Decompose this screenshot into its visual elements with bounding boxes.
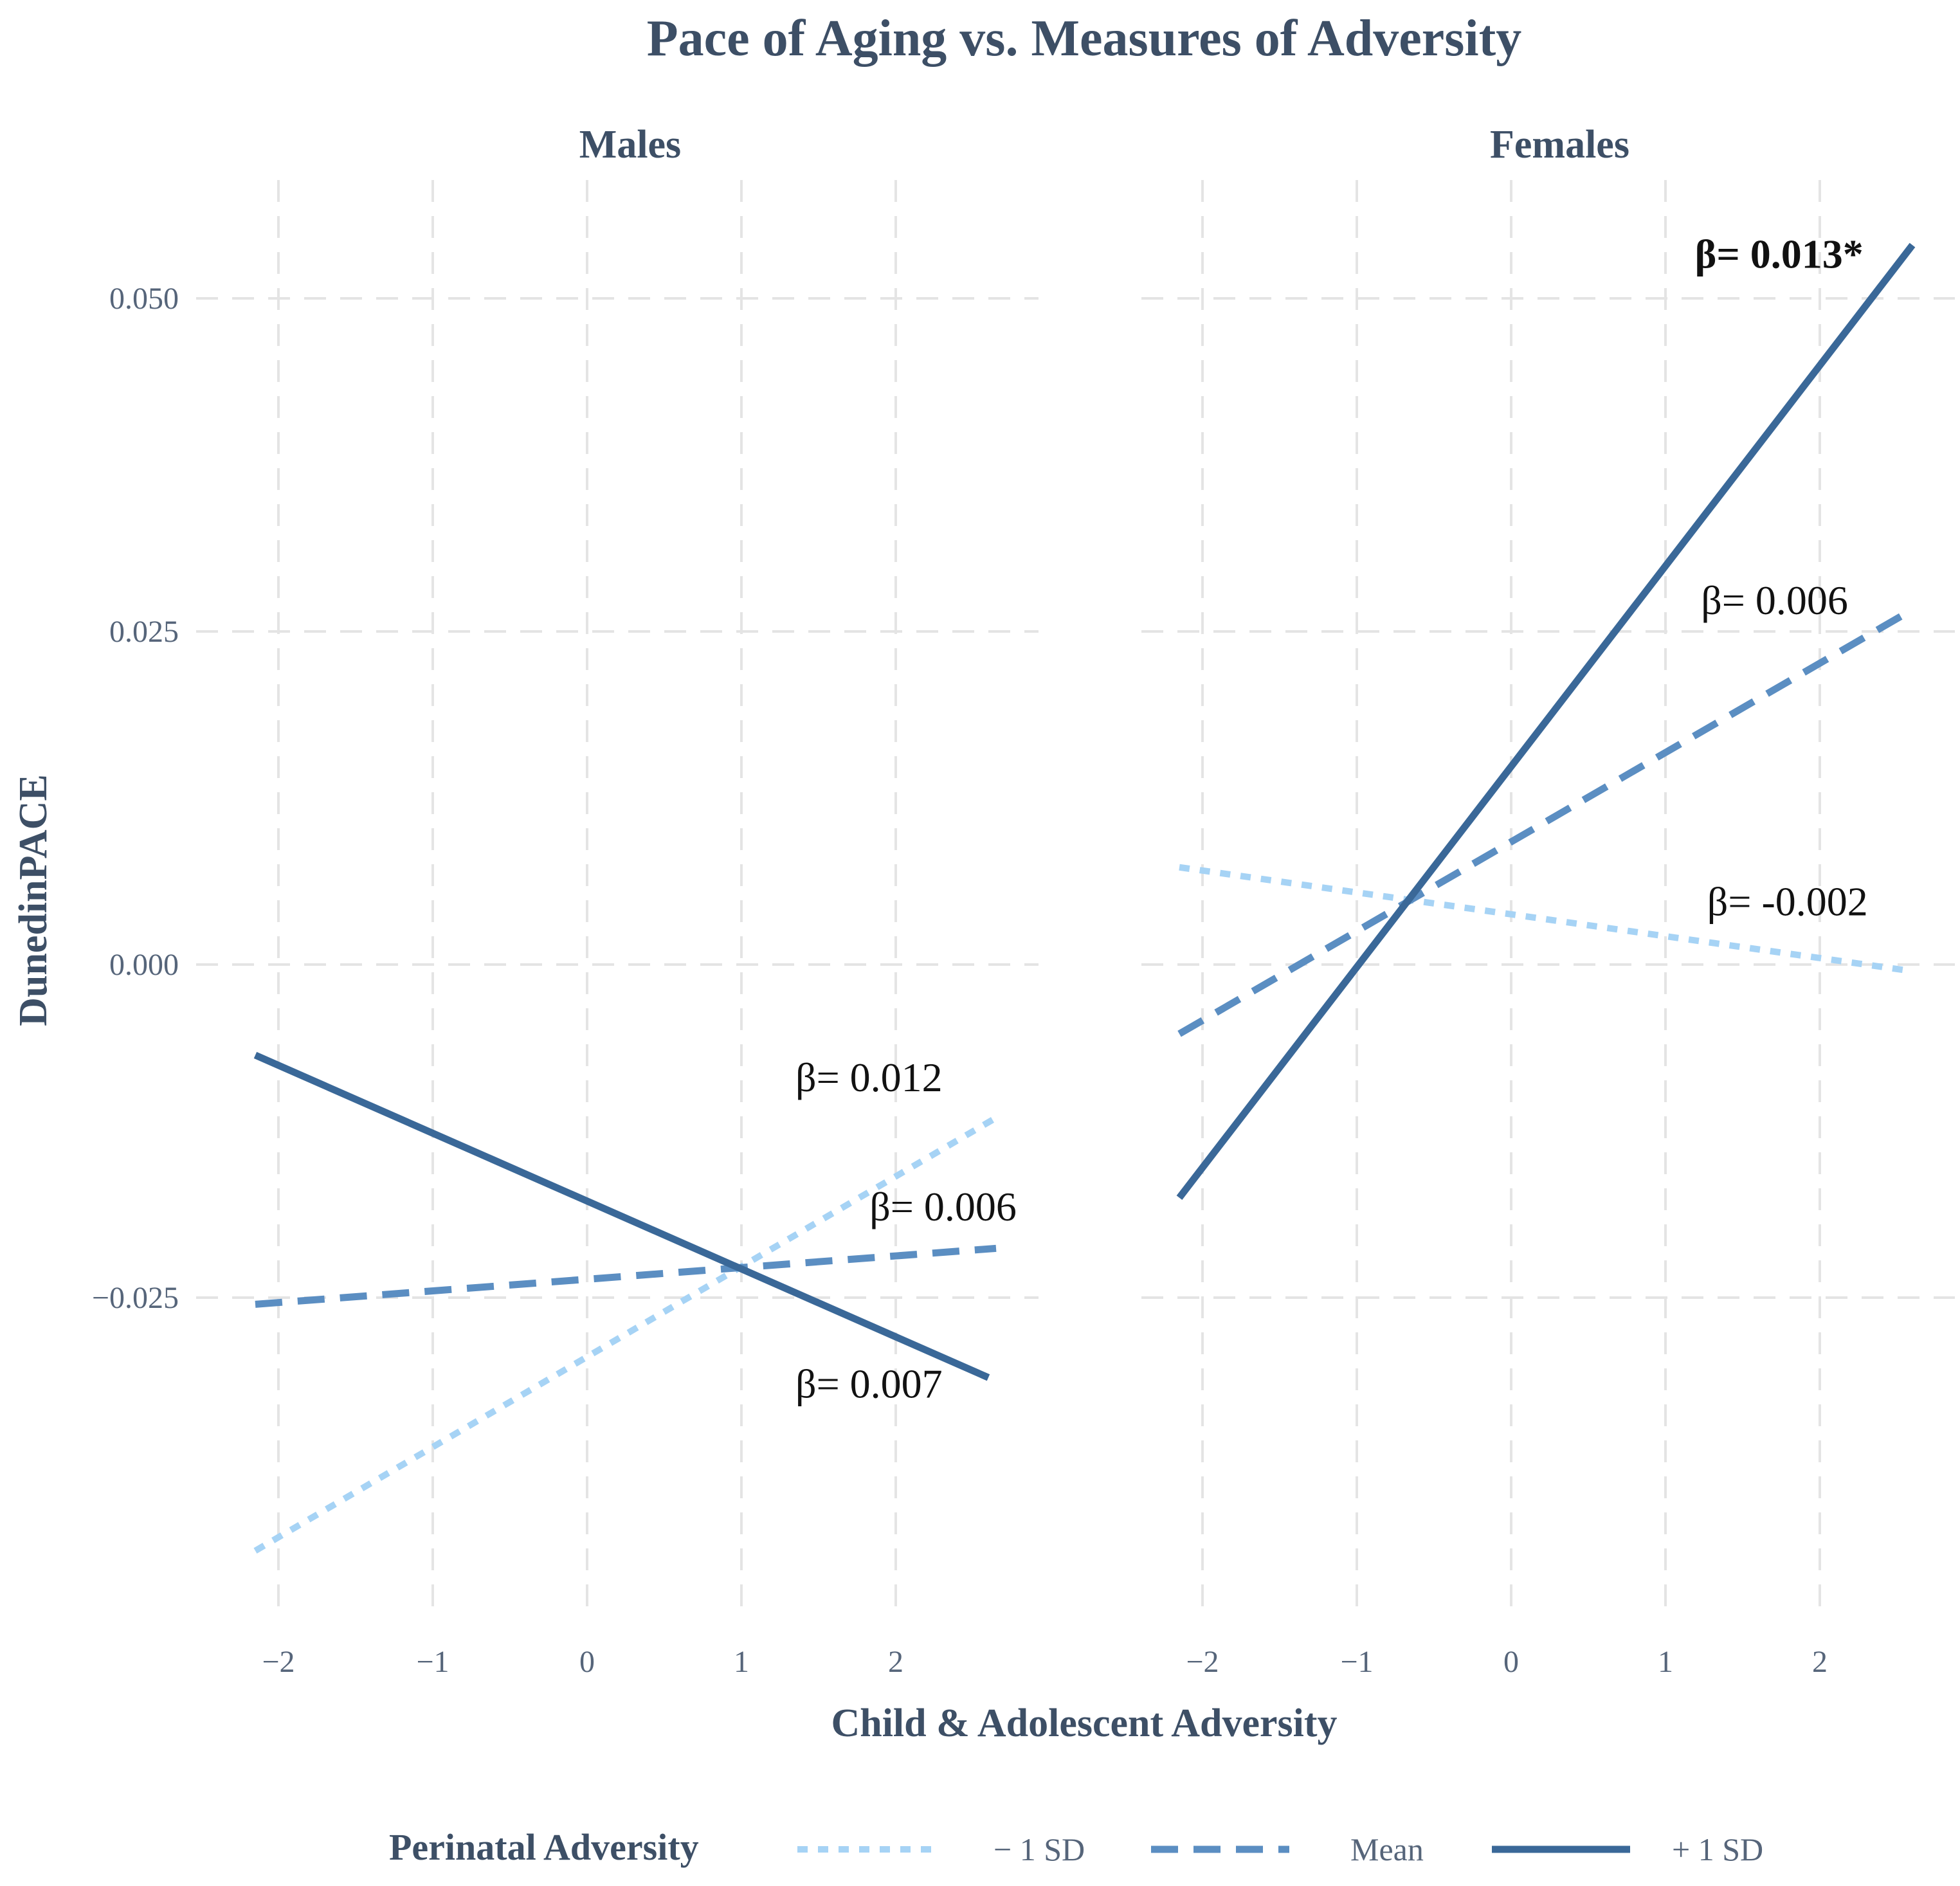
x-tick-label: 2 [888, 1645, 903, 1679]
x-tick-label: 1 [734, 1645, 749, 1679]
legend-label: Mean [1350, 1831, 1424, 1867]
series-line-dashed [1177, 611, 1907, 1037]
x-axis-title: Child & Adolescent Adversity [831, 1701, 1337, 1745]
beta-annotation: β= 0.012 [795, 1055, 943, 1100]
facet-label: Females [1490, 123, 1629, 167]
x-tick-label: 0 [1503, 1645, 1519, 1679]
y-tick-label: 0.025 [109, 615, 179, 649]
legend-title: Perinatal Adversity [389, 1826, 699, 1868]
x-tick-label: −2 [1186, 1645, 1219, 1679]
y-tick-label: 0.000 [109, 948, 179, 982]
legend: Perinatal Adversity − 1 SD Mean + 1 SD [389, 1826, 1763, 1868]
y-tick-label: −0.025 [92, 1281, 179, 1315]
legend-label: + 1 SD [1672, 1831, 1763, 1867]
panel-females: Females −2 −1 0 1 2 β= -0.002 β= 0.006 β= 0.013* [1141, 123, 1955, 1679]
x-tick-label: 0 [579, 1645, 595, 1679]
panels: Males −2 −1 0 1 2 β= 0.012 β= 0.006 β= 0.007 Fema… [196, 123, 1955, 1679]
panel-males: Males −2 −1 0 1 2 β= 0.012 β= 0.006 β= 0.007 [196, 123, 1039, 1679]
legend-label: − 1 SD [994, 1831, 1085, 1867]
x-tick-label: 1 [1658, 1645, 1673, 1679]
chart-title: Pace of Aging vs. Measures of Adversity [647, 10, 1522, 67]
beta-annotation: β= 0.006 [1701, 577, 1848, 623]
facet-label: Males [579, 123, 681, 167]
series-line-solid [253, 1051, 990, 1381]
y-axis-title: DunedinPACE [12, 774, 55, 1026]
x-tick-label: −1 [416, 1645, 449, 1679]
x-tick-label: −1 [1340, 1645, 1373, 1679]
x-tick-label: 2 [1812, 1645, 1828, 1679]
series-line-dashed [255, 1244, 997, 1308]
y-axis-ticks: −0.025 0.000 0.025 0.050 [92, 282, 179, 1315]
beta-annotation: β= -0.002 [1707, 878, 1868, 924]
x-tick-label: −2 [262, 1645, 295, 1679]
beta-annotation: β= 0.006 [869, 1184, 1017, 1229]
beta-annotation: β= 0.013* [1695, 231, 1864, 277]
legend-entries: − 1 SD Mean + 1 SD [797, 1831, 1763, 1867]
y-tick-label: 0.050 [109, 282, 179, 316]
beta-annotation: β= 0.007 [795, 1361, 943, 1406]
series-line-solid [1176, 242, 1916, 1200]
